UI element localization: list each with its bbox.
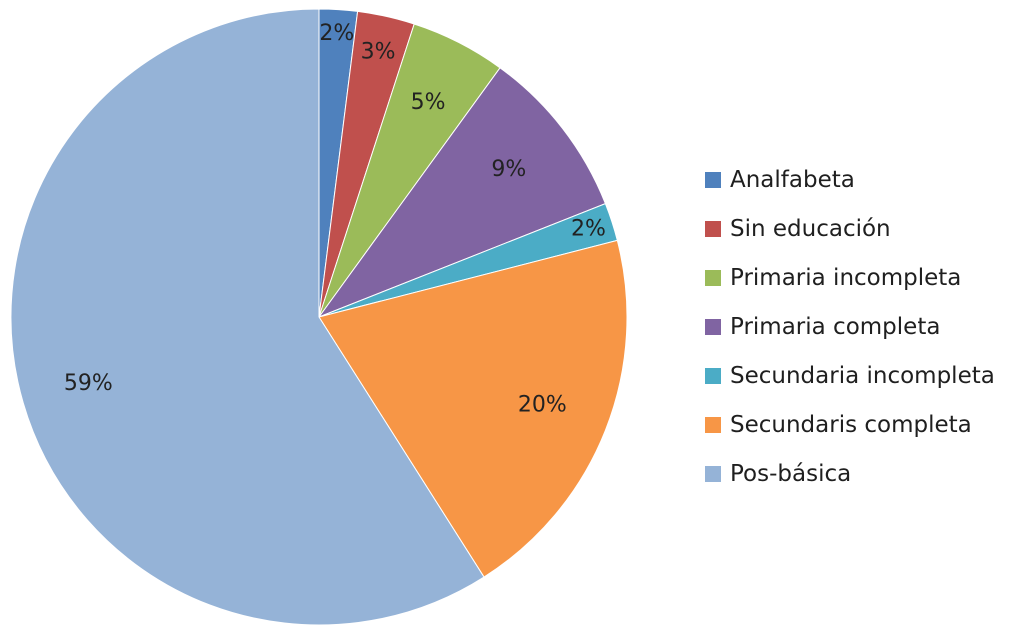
legend-item-4: Secundaria incompleta (705, 351, 1034, 400)
pie-slices (10, 8, 628, 625)
legend-swatch-2 (705, 269, 721, 286)
slice-label-0: 2% (319, 21, 354, 46)
legend-item-0: Analfabeta (705, 155, 1034, 204)
pie-slice-labels: 2% 3% 5% 9% 2% 20% 59% (64, 21, 606, 417)
legend-item-2: Primaria incompleta (705, 253, 1034, 302)
legend-item-6: Pos-básica (705, 449, 1034, 498)
pie-slice-3 (317, 67, 607, 319)
legend-swatch-5 (705, 416, 721, 433)
slice-label-5: 20% (518, 392, 567, 417)
slice-label-1: 3% (361, 39, 396, 64)
legend-label-4: Secundaria incompleta (730, 362, 995, 389)
pie-slice-5 (318, 239, 628, 578)
chart-legend: Analfabeta Sin educación Primaria incomple… (705, 155, 1034, 498)
legend-label-2: Primaria incompleta (730, 264, 962, 291)
legend-label-0: Analfabeta (730, 166, 855, 193)
legend-swatch-3 (705, 318, 721, 335)
legend-swatch-4 (705, 367, 721, 384)
slice-label-4: 2% (571, 216, 606, 241)
slice-label-3: 9% (491, 157, 526, 182)
legend-label-5: Secundaris completa (730, 411, 972, 438)
legend-label-3: Primaria completa (730, 313, 941, 340)
legend-label-6: Pos-básica (730, 460, 852, 487)
slice-label-2: 5% (411, 90, 446, 115)
legend-swatch-1 (705, 220, 721, 237)
legend-item-3: Primaria completa (705, 302, 1034, 351)
legend-item-1: Sin educación (705, 204, 1034, 253)
slice-label-6: 59% (64, 371, 113, 396)
legend-label-1: Sin educación (730, 215, 891, 242)
legend-swatch-0 (705, 171, 721, 188)
legend-item-5: Secundaris completa (705, 400, 1034, 449)
legend-swatch-6 (705, 465, 721, 482)
